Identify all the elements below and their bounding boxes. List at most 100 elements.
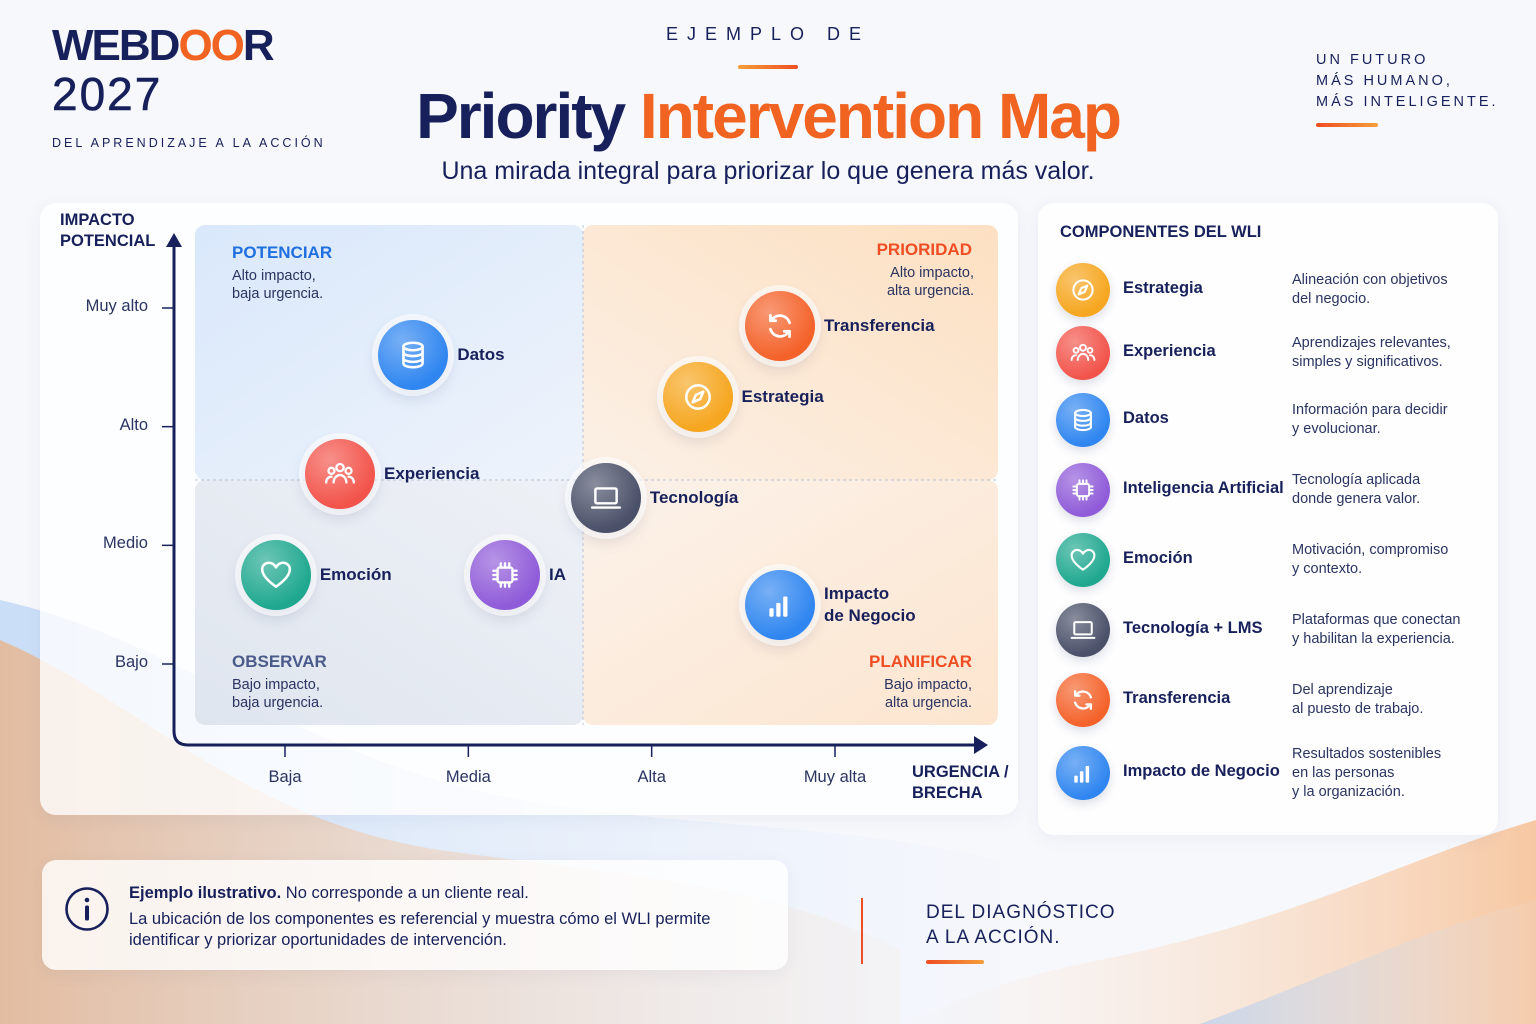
closing-line-2: A LA ACCIÓN.	[926, 927, 1061, 948]
closing-accent-bar	[926, 960, 984, 964]
x-axis-arrowhead	[974, 736, 988, 754]
heart-icon	[259, 558, 293, 592]
database-icon	[1056, 393, 1110, 447]
quadrant-label-prioridad: PRIORIDAD	[876, 240, 972, 259]
y-axis-arrowhead	[166, 233, 182, 247]
refresh-icon	[1056, 673, 1110, 727]
legend-item-desc: Resultados sostenibles en las personas y l…	[1292, 745, 1442, 800]
point-impacto[interactable]	[745, 569, 815, 640]
motto-line-3: MÁS INTELIGENTE.	[1316, 94, 1499, 110]
legend-item-name: Impacto de Negocio	[1123, 762, 1280, 780]
legend-item-name: Transferencia	[1123, 689, 1231, 707]
y-tick-label: Alto	[119, 415, 148, 434]
quadrant-desc-observar: Bajo impacto, baja urgencia.	[232, 677, 324, 711]
quadrant-label-planificar: PLANIFICAR	[869, 652, 972, 671]
brand-year: 2027	[52, 68, 163, 120]
legend-item-name: Datos	[1123, 409, 1169, 427]
info-icon	[65, 887, 109, 931]
legend-item-emoci-n: Emoción Motivación, compromiso y contexto.	[1056, 530, 1486, 590]
quadrant-desc-potenciar: Alto impacto, baja urgencia.	[232, 268, 324, 302]
legend-item-tecnolog-a-lms: Tecnología + LMS Plataformas que conectan…	[1056, 600, 1486, 660]
point-label: Impacto de Negocio	[824, 583, 916, 625]
legend-item-desc: Motivación, compromiso y contexto.	[1292, 542, 1449, 577]
legend-item-name: Experiencia	[1123, 342, 1216, 360]
eyebrow-text: EJEMPLO DE	[665, 24, 871, 44]
legend-item-desc: Información para decidir y evolucionar.	[1292, 402, 1448, 437]
motto-line-1: UN FUTURO	[1316, 52, 1429, 68]
x-tick-label: Alta	[637, 768, 666, 786]
point-label: Datos	[457, 345, 505, 365]
chip-icon	[1056, 463, 1110, 517]
point-ia[interactable]	[470, 540, 540, 610]
quadrant-label-potenciar: POTENCIAR	[232, 243, 333, 262]
point-label: IA	[549, 565, 566, 584]
motto: UN FUTURO MÁS HUMANO, MÁS INTELIGENTE.	[1316, 50, 1499, 127]
bar-chart-icon	[1056, 746, 1110, 800]
eyebrow-accent-bar	[738, 65, 798, 69]
legend-item-desc: Alineación con objetivos del negocio.	[1292, 272, 1448, 307]
note-line-2: La ubicación de los componentes es refer…	[129, 910, 711, 949]
priority-map-chart: POTENCIAR Alto impacto, baja urgencia. PR…	[40, 203, 1018, 815]
closing-line-1: DEL DIAGNÓSTICO	[926, 902, 1116, 923]
point-transferencia[interactable]	[745, 290, 815, 361]
chart-canvas	[162, 225, 998, 757]
note-line-1: Ejemplo ilustrativo. No corresponde a un…	[129, 884, 529, 902]
x-tick-label: Media	[445, 768, 491, 786]
footer-divider	[861, 898, 863, 964]
page-title: Priority Intervention Map	[416, 80, 1122, 152]
legend-title: COMPONENTES DEL WLI	[1060, 223, 1262, 241]
heart-icon	[1056, 533, 1110, 587]
point-label: Emoción	[319, 565, 392, 584]
point-label: Transferencia	[824, 315, 935, 335]
x-axis-title: URGENCIA / BRECHA	[912, 763, 1009, 802]
point-estrategia[interactable]	[662, 362, 733, 432]
x-tick-label: Muy alta	[803, 768, 867, 786]
page-subtitle: Una mirada integral para priorizar lo qu…	[441, 157, 1095, 185]
legend-item-desc: Del aprendizaje al puesto de trabajo.	[1292, 682, 1424, 717]
bar-chart-icon	[763, 588, 797, 622]
point-tecnolog-a[interactable]	[570, 462, 641, 533]
point-label: Tecnología	[649, 487, 739, 507]
point-experiencia[interactable]	[305, 439, 375, 510]
point-datos[interactable]	[378, 320, 449, 391]
y-axis-title: IMPACTO POTENCIAL	[60, 211, 156, 250]
quadrant-desc-planificar: Bajo impacto, alta urgencia.	[884, 677, 972, 711]
y-tick-label: Bajo	[114, 653, 148, 671]
chip-icon	[488, 558, 522, 592]
motto-accent-bar	[1316, 123, 1378, 127]
brand-wordmark: WEBDOOR	[52, 21, 275, 70]
point-label: Estrategia	[741, 387, 824, 406]
quadrant-bg-observar	[195, 480, 583, 725]
people-icon	[323, 457, 357, 491]
laptop-icon	[1056, 603, 1110, 657]
database-icon	[396, 338, 430, 372]
legend-item-inteligencia-artificial: Inteligencia Artificial Tecnología aplica…	[1056, 460, 1486, 520]
page-header: EJEMPLO DE Priority Intervention Map Una…	[0, 24, 1536, 186]
closing-statement: DEL DIAGNÓSTICO A LA ACCIÓN.	[926, 900, 1116, 964]
y-tick-label: Medio	[103, 534, 148, 553]
legend-item-impacto-de-negocio: Impacto de Negocio Resultados sostenibles…	[1056, 743, 1486, 803]
compass-icon	[1056, 263, 1110, 317]
tick-marks	[162, 307, 836, 757]
quadrant-label-observar: OBSERVAR	[232, 652, 327, 671]
compass-icon	[681, 380, 715, 414]
legend-item-name: Emoción	[1123, 549, 1193, 567]
brand-logo: WEBDOOR 2027 DEL APRENDIZAJE A LA ACCIÓN	[52, 21, 326, 151]
disclaimer-note: Ejemplo ilustrativo. No corresponde a un…	[42, 860, 788, 970]
legend-panel: COMPONENTES DEL WLI Estrategia Alineación…	[1038, 203, 1498, 835]
point-label: Experiencia	[384, 464, 480, 484]
legend-item-desc: Plataformas que conectan y habilitan la e…	[1292, 612, 1461, 647]
refresh-icon	[763, 309, 797, 343]
legend-item-experiencia: Experiencia Aprendizajes relevantes, simpl…	[1056, 323, 1486, 383]
legend-item-desc: Aprendizajes relevantes, simples y signif…	[1292, 335, 1451, 370]
point-emoci-n[interactable]	[240, 540, 311, 610]
legend-item-name: Inteligencia Artificial	[1123, 479, 1284, 497]
y-tick-label: Muy alto	[85, 297, 148, 315]
legend-item-name: Estrategia	[1123, 279, 1203, 297]
brand-tagline: DEL APRENDIZAJE A LA ACCIÓN	[52, 136, 326, 150]
legend-item-estrategia: Estrategia Alineación con objetivos del ne…	[1056, 260, 1486, 320]
legend-item-datos: Datos Información para decidir y evolucion…	[1056, 390, 1486, 450]
y-axis-line	[172, 239, 984, 747]
people-icon	[1056, 326, 1110, 380]
quadrant-desc-prioridad: Alto impacto, alta urgencia.	[886, 265, 974, 299]
